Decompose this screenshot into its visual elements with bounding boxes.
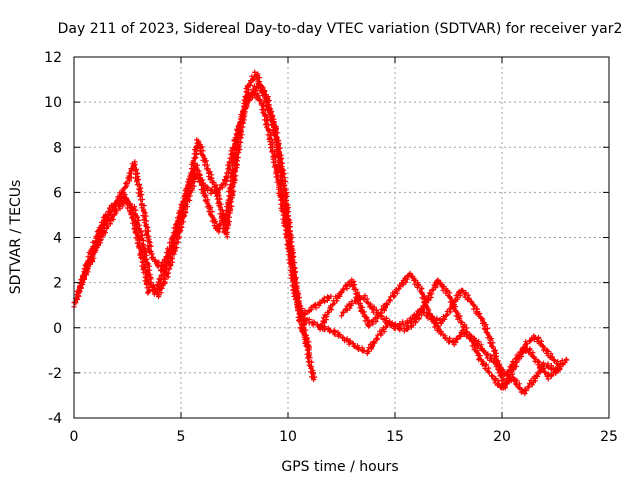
y-tick-label: 4 [53, 231, 62, 247]
x-tick-label: 0 [70, 429, 79, 445]
y-tick-label: 2 [53, 276, 62, 292]
x-axis-label: GPS time / hours [281, 459, 398, 475]
x-tick-label: 5 [177, 429, 186, 445]
series-sat-track-f [338, 277, 570, 397]
x-tick-label: 15 [386, 429, 404, 445]
x-tick-label: 10 [279, 429, 297, 445]
x-tick-label: 25 [600, 429, 618, 445]
y-tick-label: -4 [48, 411, 62, 427]
series-markers [338, 277, 570, 397]
series-markers [296, 306, 563, 382]
series-markers [80, 80, 318, 383]
axis-ticks [73, 56, 610, 419]
y-tick-label: 6 [53, 185, 62, 201]
x-tick-labels: 0 5 10 15 20 25 [70, 429, 618, 445]
grid [74, 57, 609, 418]
chart-title: Day 211 of 2023, Sidereal Day-to-day VTE… [58, 21, 623, 37]
x-tick-label: 20 [493, 429, 511, 445]
y-tick-label: 10 [44, 95, 62, 111]
y-tick-label: 0 [53, 321, 62, 337]
y-tick-labels: -4 -2 0 2 4 6 8 10 12 [44, 50, 62, 427]
y-tick-label: -2 [48, 366, 62, 382]
y-axis-label: SDTVAR / TECUs [8, 180, 24, 295]
y-tick-label: 8 [53, 140, 62, 156]
y-tick-label: 12 [44, 50, 62, 66]
series-sat-track-d [296, 306, 563, 382]
series-sat-track-c [80, 80, 318, 383]
data-points [71, 69, 570, 397]
